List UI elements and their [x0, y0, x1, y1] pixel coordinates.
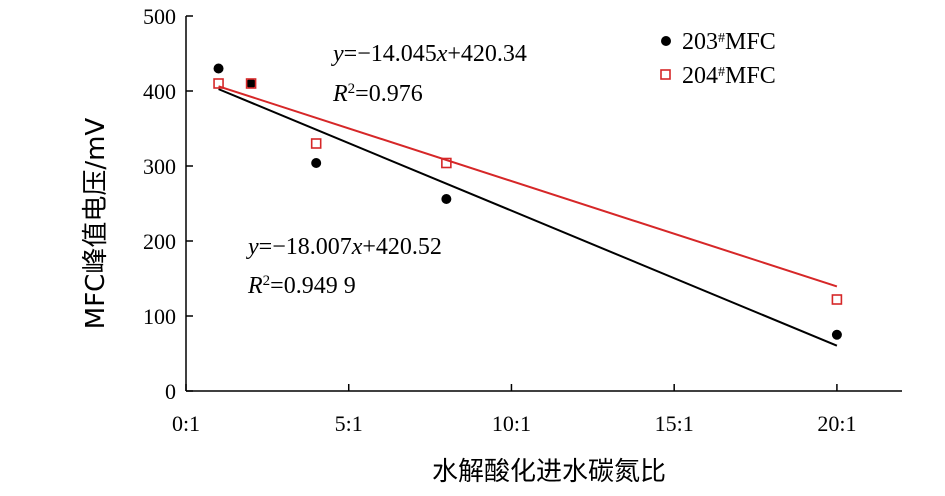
legend-label-203: 203#MFC	[682, 29, 776, 55]
equation-203-x: x	[351, 234, 363, 260]
equation-204-r2: R2=0.976	[332, 81, 423, 107]
point-203	[831, 329, 842, 340]
y-tick-label: 200	[143, 229, 176, 254]
legend-204-sup: #	[718, 65, 725, 80]
point-203	[213, 63, 224, 74]
x-tick-label: 20:1	[817, 411, 856, 436]
equation-203-coef: =−18.007	[259, 234, 352, 260]
legend-204-suffix: MFC	[725, 63, 776, 89]
equation-203-intercept: +420.52	[362, 234, 442, 260]
equation-203-r2-value: =0.949 9	[270, 273, 356, 299]
equation-203-r2-sup: 2	[263, 273, 271, 289]
equation-204-y: y	[331, 41, 344, 67]
x-axis-title: 水解酸化进水碳氮比	[432, 457, 666, 487]
equation-204-line1: y=−14.045x+420.34	[331, 41, 527, 67]
point-204	[831, 294, 843, 305]
y-tick-label: 500	[143, 4, 176, 29]
point-204	[310, 138, 322, 149]
equation-203-y: y	[246, 234, 259, 260]
legend-204-prefix: 204	[682, 63, 718, 89]
x-ticks: 0:1 5:1 10:1 15:1 20:1	[172, 384, 856, 436]
equation-204-r2-value: =0.976	[355, 81, 423, 107]
equation-203: y=−18.007x+420.52 R2=0.949 9	[246, 234, 442, 299]
fit-line-203	[218, 88, 838, 347]
equation-203-r2: R2=0.949 9	[247, 273, 356, 299]
legend: 203#MFC 204#MFC	[660, 29, 776, 89]
y-tick-label: 100	[143, 304, 176, 329]
equation-203-r2-label: R	[247, 273, 263, 299]
legend-203-suffix: MFC	[725, 29, 776, 55]
x-tick-label: 15:1	[655, 411, 694, 436]
y-tick-label: 0	[165, 379, 176, 404]
equation-204-coef: =−14.045	[344, 41, 437, 67]
x-tick-label: 5:1	[335, 411, 363, 436]
legend-label-204: 204#MFC	[682, 63, 776, 89]
point-203	[246, 78, 257, 89]
equation-204-intercept: +420.34	[447, 41, 527, 67]
data-points	[213, 63, 843, 340]
point-203	[441, 194, 452, 204]
legend-marker-204	[660, 69, 671, 80]
equation-204: y=−14.045x+420.34 R2=0.976	[331, 41, 527, 107]
y-ticks: 0 100 200 300 400 500	[143, 4, 193, 404]
x-tick-label: 0:1	[172, 411, 200, 436]
legend-marker-203	[661, 36, 671, 46]
y-axis-title: MFC峰值电压/mV	[81, 118, 111, 330]
fit-lines	[218, 85, 838, 347]
fit-line-204	[218, 85, 838, 288]
point-203	[311, 158, 322, 168]
axes: 0 100 200 300 400 500 0:1 5:1 10:1 15:1 20:1	[143, 4, 902, 436]
equation-203-line1: y=−18.007x+420.52	[246, 234, 442, 260]
x-tick-label: 10:1	[492, 411, 531, 436]
point-204	[213, 78, 224, 89]
point-204	[441, 157, 452, 169]
legend-203-prefix: 203	[682, 29, 718, 55]
equation-204-x: x	[436, 41, 448, 67]
equation-204-r2-label: R	[332, 81, 348, 107]
point-204	[245, 78, 257, 89]
equation-204-r2-sup: 2	[348, 81, 356, 97]
y-tick-label: 300	[143, 154, 176, 179]
legend-203-sup: #	[718, 31, 725, 46]
y-tick-label: 400	[143, 79, 176, 104]
